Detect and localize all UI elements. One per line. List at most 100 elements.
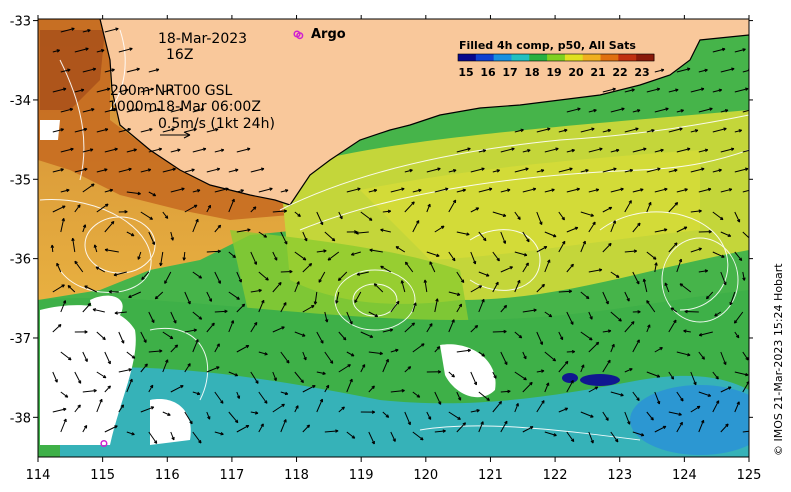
coastline [99, 19, 749, 206]
current-vector [206, 366, 220, 373]
current-vector-head [612, 220, 616, 224]
current-vector-head [496, 257, 500, 262]
current-vector-head [274, 257, 278, 261]
current-vector-head [395, 348, 399, 353]
current-vector [294, 331, 306, 337]
current-vector-head [265, 277, 269, 281]
current-vector [734, 211, 741, 223]
current-vector [514, 371, 527, 381]
current-vector-head [745, 372, 749, 377]
current-vector-head [234, 373, 239, 377]
current-vector [478, 299, 485, 313]
current-vector [720, 109, 729, 113]
current-vector-head [608, 206, 613, 211]
current-vector [668, 89, 679, 93]
current-vector [52, 49, 60, 53]
current-vector-head [77, 404, 81, 408]
current-vector-head [62, 300, 67, 304]
current-vector-head [452, 199, 457, 204]
current-vector [236, 345, 250, 353]
colorbar-segment [458, 54, 477, 61]
current-vector-head [207, 416, 211, 420]
current-vector [228, 371, 238, 377]
current-vector-head [660, 148, 664, 153]
current-vector [272, 282, 282, 293]
current-vector [118, 404, 124, 413]
current-vector [712, 128, 727, 133]
current-vector [162, 88, 173, 93]
current-vector [683, 330, 691, 333]
current-vector [676, 109, 684, 113]
current-vector-head [114, 147, 118, 152]
current-vector [82, 389, 97, 393]
current-vector [126, 378, 133, 393]
current-vector [206, 411, 211, 420]
current-vector [426, 168, 441, 173]
current-vector [646, 251, 657, 260]
current-vector [294, 211, 301, 217]
current-vector [714, 311, 722, 317]
current-vector-head [437, 370, 441, 374]
current-vector [690, 371, 697, 386]
current-vector-head [169, 335, 174, 340]
current-vector [390, 389, 405, 393]
colorbar-segment [493, 54, 512, 61]
current-vector-head [129, 378, 133, 383]
current-vector [258, 351, 268, 355]
current-vector [690, 88, 705, 93]
current-vector-head [261, 299, 265, 304]
current-vector-head [674, 242, 678, 246]
y-tick-label: -36 [10, 253, 31, 268]
current-vector [184, 291, 191, 305]
current-vector [272, 251, 278, 261]
current-vector [74, 168, 88, 173]
current-vector-head [95, 266, 100, 270]
current-vector-head [457, 397, 462, 401]
current-vector-head [674, 168, 678, 173]
current-vector [632, 222, 641, 233]
current-vector [404, 322, 415, 333]
current-vector [426, 203, 431, 213]
current-vector-head [605, 300, 609, 305]
current-vector-head [165, 359, 169, 363]
current-vector [184, 128, 197, 133]
current-vector-head [598, 268, 603, 272]
current-vector [742, 430, 749, 433]
current-vector [654, 262, 657, 273]
current-vector-head [131, 355, 136, 359]
current-vector [382, 411, 390, 418]
current-vector [492, 330, 507, 333]
current-vector [646, 129, 655, 133]
current-vector [456, 148, 471, 153]
current-vector-head [687, 147, 691, 151]
current-vector-head [106, 87, 111, 91]
current-vector [192, 391, 201, 395]
current-vector [522, 426, 534, 433]
current-vector [236, 425, 250, 433]
current-vector-head [620, 393, 624, 397]
current-vector [192, 148, 207, 153]
current-vector [67, 285, 76, 293]
current-vector [544, 231, 557, 238]
current-vector [742, 381, 749, 393]
current-vector-head [135, 107, 139, 112]
current-vector-head [350, 353, 355, 357]
current-vector-head [350, 252, 355, 256]
current-vector [126, 108, 139, 113]
current-vector [470, 207, 479, 213]
cloud-patch-small [90, 295, 123, 317]
current-vector [522, 149, 531, 153]
plot-frame [37, 18, 750, 458]
current-vector [500, 305, 507, 313]
current-vector [128, 291, 142, 298]
current-vector [698, 188, 712, 193]
current-vector-head [368, 217, 373, 221]
current-vector [588, 341, 600, 353]
current-vector [690, 129, 699, 133]
current-vector [316, 331, 324, 344]
current-vector [470, 251, 476, 265]
current-vector [338, 406, 345, 413]
colorbar-tick-label: 16 [480, 66, 496, 79]
current-vector-head [526, 238, 530, 243]
current-vector [104, 221, 115, 233]
